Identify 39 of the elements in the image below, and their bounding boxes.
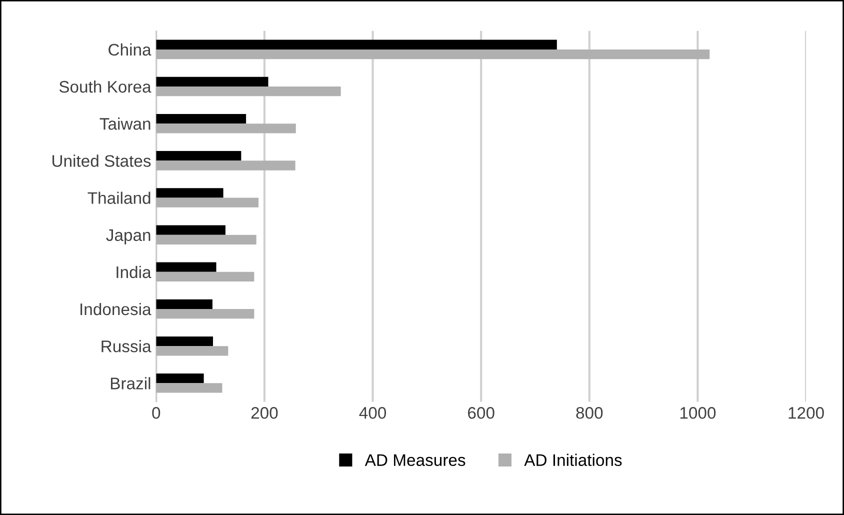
bar <box>156 383 222 393</box>
y-tick-label: China <box>108 43 152 56</box>
bar <box>156 40 557 50</box>
x-tick-label: 1000 <box>680 407 716 419</box>
bar <box>156 374 204 384</box>
bar <box>156 49 710 60</box>
y-tick-label: South Korea <box>59 80 152 93</box>
y-tick-label: India <box>116 266 152 278</box>
bar <box>156 151 242 161</box>
bar <box>156 346 228 356</box>
legend-label: AD Initiations <box>524 454 622 466</box>
bar <box>156 198 258 208</box>
bar <box>156 234 256 244</box>
bar <box>156 262 216 272</box>
bar <box>156 225 226 235</box>
y-tick-label: Taiwan <box>100 118 150 130</box>
bar <box>156 309 254 319</box>
y-tick-label: Japan <box>106 229 150 244</box>
bar <box>156 76 268 87</box>
bar <box>156 124 296 134</box>
x-tick-label: 1200 <box>788 407 824 419</box>
bar <box>156 188 224 198</box>
bar <box>156 114 246 124</box>
y-tick-label: United States <box>52 154 151 167</box>
y-tick-label: Indonesia <box>80 302 152 316</box>
y-tick-label: Russia <box>102 340 152 352</box>
x-tick-label: 400 <box>359 407 386 419</box>
bar <box>156 299 212 309</box>
bar <box>156 86 341 96</box>
x-tick-label: 800 <box>576 407 603 419</box>
x-tick-label: 200 <box>251 407 278 419</box>
x-tick-label: 0 <box>152 407 160 419</box>
y-tick-label: Thailand <box>88 192 150 204</box>
legend-label: AD Measures <box>364 454 466 466</box>
bar <box>156 272 254 282</box>
y-tick-label: Brazil <box>110 377 150 390</box>
bar <box>156 160 296 170</box>
x-tick-label: 600 <box>468 407 494 419</box>
bar <box>156 336 214 346</box>
